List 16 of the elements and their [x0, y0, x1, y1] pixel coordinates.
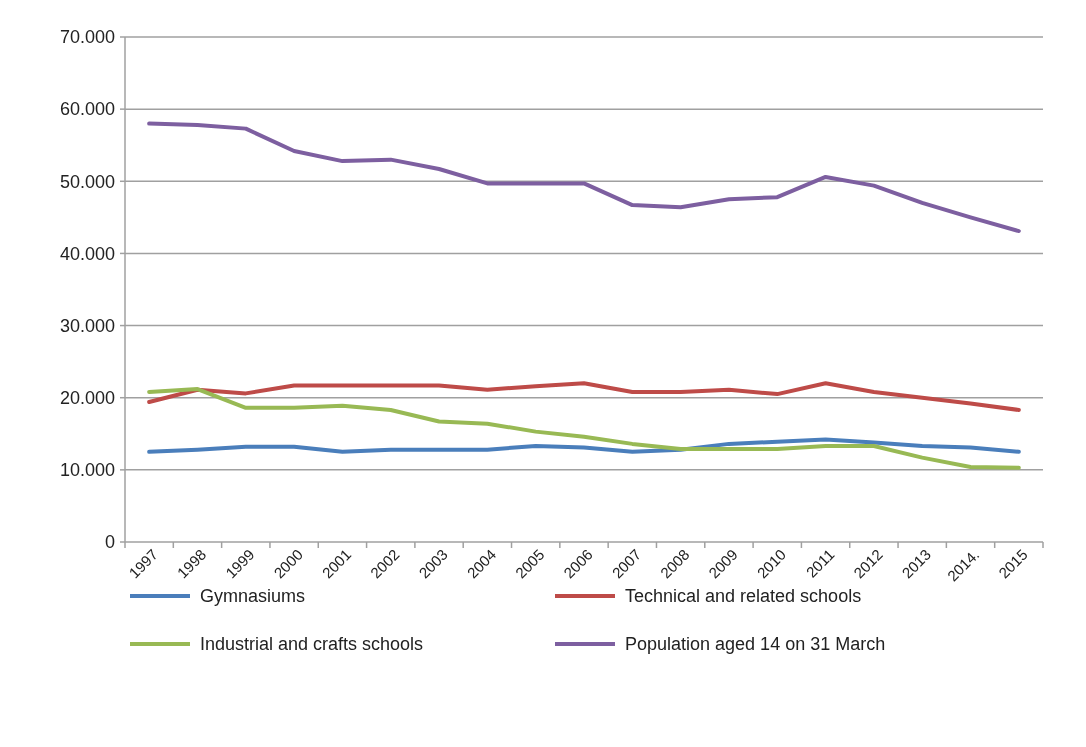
legend-label: Population aged 14 on 31 March	[625, 634, 886, 655]
y-tick-label: 50.000	[59, 171, 115, 192]
legend-label: Technical and related schools	[625, 586, 862, 607]
line-series	[147, 121, 1021, 234]
y-tick-label: 40.000	[59, 243, 115, 264]
line-series	[147, 387, 1021, 470]
legend-label: Industrial and crafts schools	[200, 634, 424, 655]
y-tick-label: 10.000	[59, 460, 115, 481]
line-series	[147, 381, 1021, 412]
legend-label: Gymnasiums	[200, 586, 306, 607]
y-tick-label: 20.000	[59, 388, 115, 409]
y-tick-label: 0	[104, 532, 115, 553]
y-tick-label: 30.000	[59, 315, 115, 336]
line-series	[147, 437, 1021, 454]
y-tick-label: 70.000	[59, 27, 115, 48]
y-tick-label: 60.000	[59, 99, 115, 120]
